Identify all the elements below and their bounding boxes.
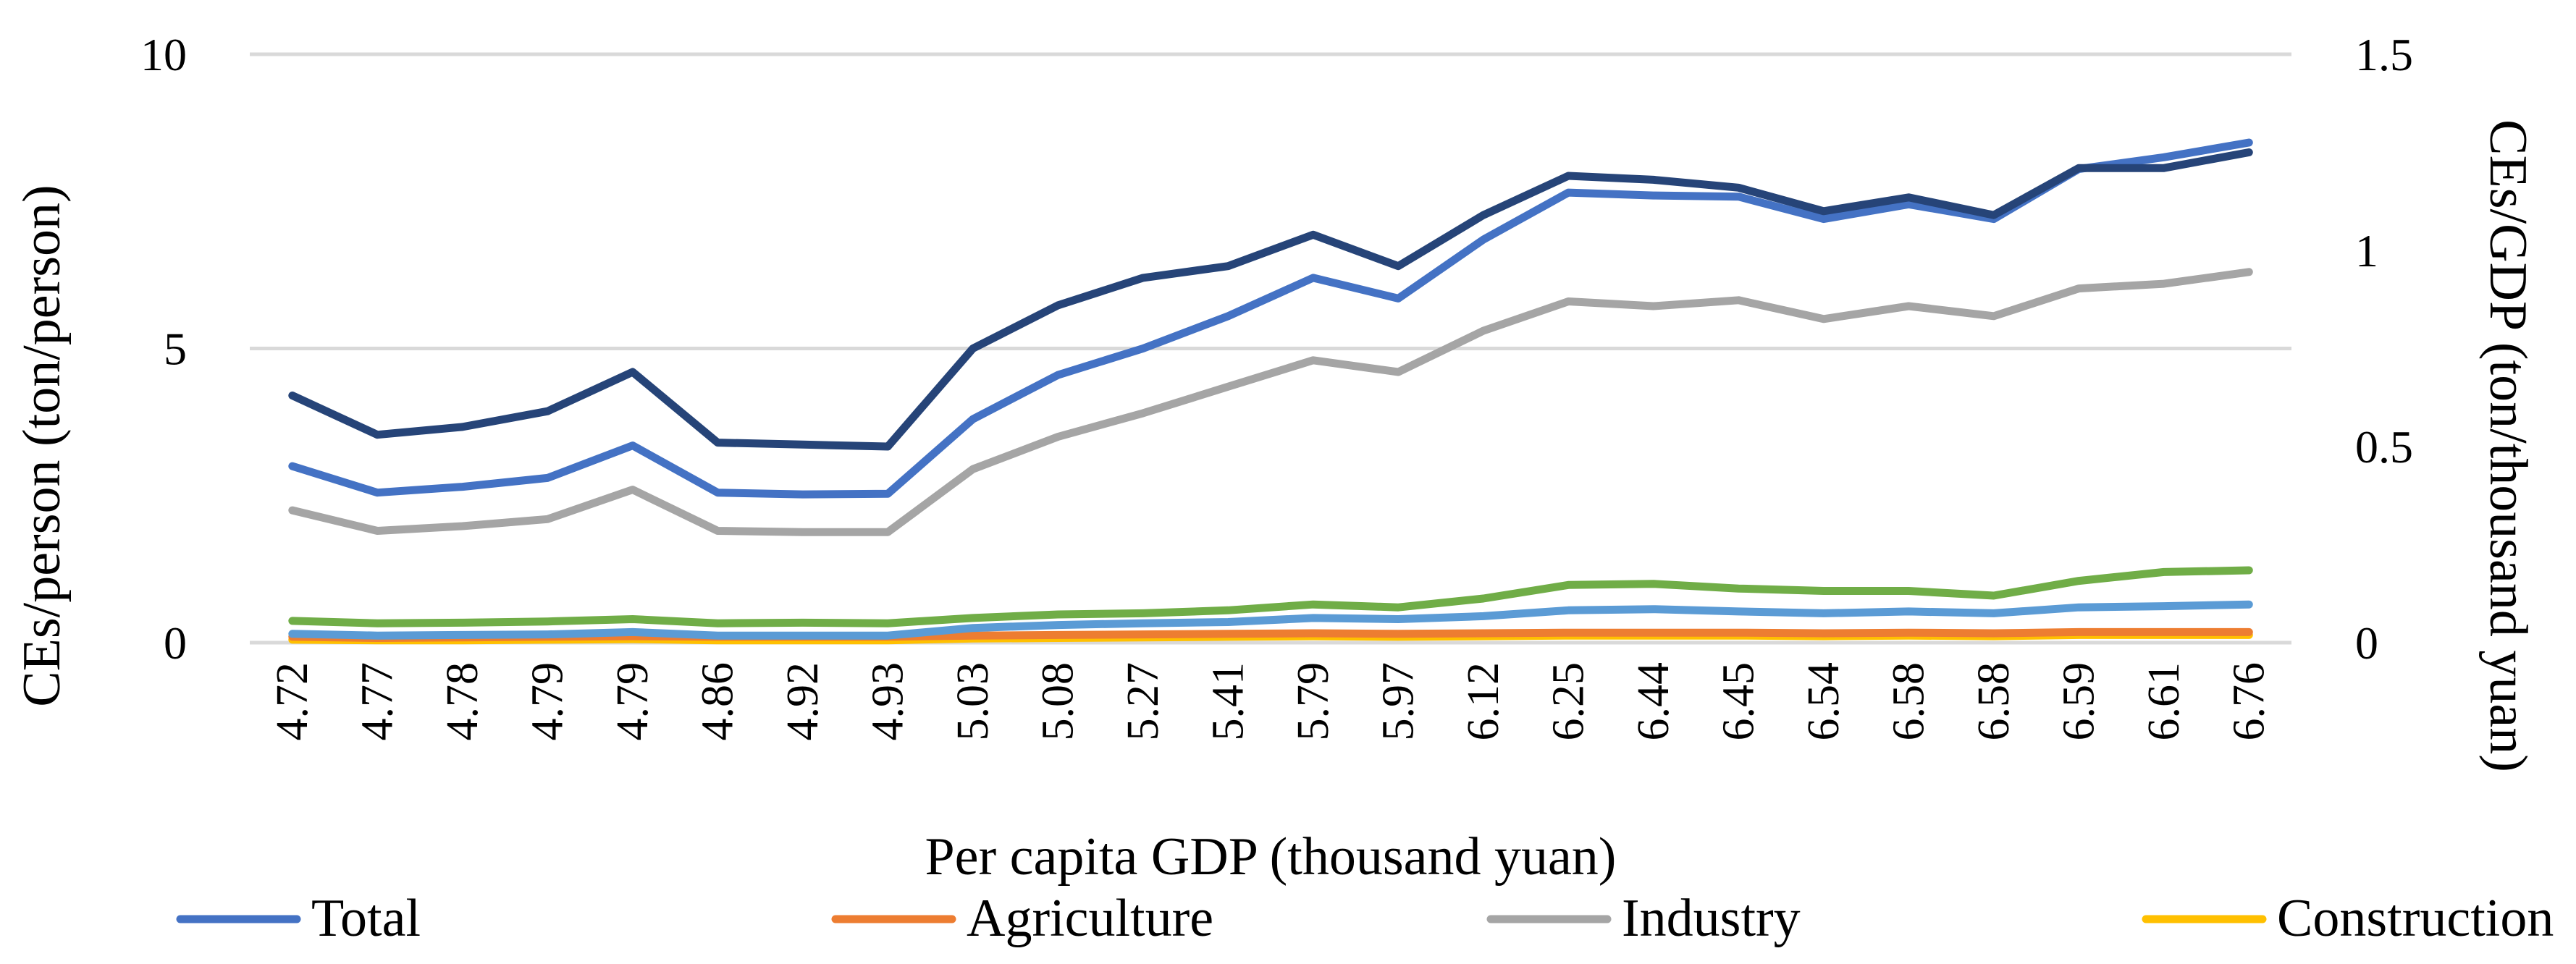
x-tick-label: 6.25 xyxy=(1544,662,1593,741)
left-y-tick-label: 0 xyxy=(164,617,187,669)
x-tick-label: 5.08 xyxy=(1033,662,1082,741)
series-line-residential xyxy=(288,566,2253,627)
series-line-total xyxy=(288,138,2253,499)
x-tick-label: 4.78 xyxy=(438,662,487,741)
series-line-ces-gdp xyxy=(288,148,2253,451)
right-y-axis-title: CEs/GDP (ton/thousand yuan) xyxy=(2478,119,2538,772)
x-tick-label: 6.12 xyxy=(1459,662,1508,741)
right-y-tick-label: 0 xyxy=(2355,617,2378,669)
x-tick-label: 5.27 xyxy=(1119,662,1168,741)
x-tick-label: 4.92 xyxy=(778,662,828,741)
x-tick-label: 5.97 xyxy=(1373,662,1423,741)
x-axis-title: Per capita GDP (thousand yuan) xyxy=(925,827,1617,887)
x-tick-label: 6.58 xyxy=(1884,662,1933,741)
series-line-industry xyxy=(288,268,2253,536)
x-tick-label: 6.54 xyxy=(1799,662,1848,741)
x-tick-label: 6.76 xyxy=(2224,662,2273,741)
right-y-tick-label: 1.5 xyxy=(2355,29,2413,80)
x-tick-label: 4.93 xyxy=(863,662,912,741)
x-tick-label: 6.58 xyxy=(1969,662,2019,741)
x-tick-label: 5.03 xyxy=(948,662,998,741)
left-y-axis-ticks: 0 5 10 xyxy=(140,29,187,669)
left-y-tick-label: 5 xyxy=(164,324,187,375)
legend-label-construction: Construction xyxy=(2277,889,2554,948)
series-line-transport xyxy=(288,600,2253,640)
legend-label-agriculture: Agriculture xyxy=(967,889,1213,948)
series-lines xyxy=(288,138,2253,645)
right-y-axis-ticks: 0 0.5 1 1.5 xyxy=(2355,29,2413,669)
x-tick-label: 4.72 xyxy=(268,662,317,741)
x-tick-label: 6.44 xyxy=(1629,662,1678,741)
x-tick-label: 5.41 xyxy=(1203,662,1253,741)
x-tick-label: 4.79 xyxy=(608,662,657,741)
left-y-tick-label: 10 xyxy=(140,29,187,80)
x-tick-label: 4.77 xyxy=(353,662,402,741)
x-tick-label: 4.79 xyxy=(523,662,572,741)
x-axis-ticks: 4.72 4.77 4.78 4.79 4.79 4.86 4.92 4.93 5.03 5.08… xyxy=(268,662,2274,741)
x-tick-label: 5.79 xyxy=(1289,662,1338,741)
legend: Total Agriculture Industry Construction xyxy=(176,889,2554,948)
left-y-axis-title: CEs/person (ton/person) xyxy=(12,185,72,706)
x-tick-label: 6.61 xyxy=(2139,662,2189,741)
right-y-tick-label: 0.5 xyxy=(2355,421,2413,473)
x-tick-label: 4.86 xyxy=(693,662,742,741)
x-tick-label: 6.45 xyxy=(1714,662,1763,741)
right-y-tick-label: 1 xyxy=(2355,225,2378,276)
gridlines xyxy=(250,52,2291,645)
legend-label-industry: Industry xyxy=(1622,889,1801,948)
legend-label-total: Total xyxy=(311,889,421,948)
x-tick-label: 6.59 xyxy=(2054,662,2103,741)
